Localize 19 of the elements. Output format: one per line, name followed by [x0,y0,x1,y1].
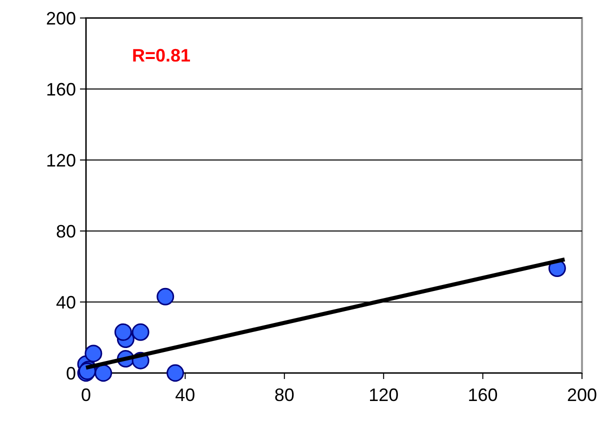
y-tick-label: 40 [56,292,76,312]
x-tick-label: 80 [274,385,294,405]
point [166,364,184,382]
y-tick-label: 80 [56,221,76,242]
point [84,344,102,362]
x-tick-label: 0 [80,385,92,405]
x-tick-label: 200 [566,385,598,405]
annotation: R=0.81 [132,45,191,66]
y-tick-label: 200 [46,8,76,28]
x-tick-label: 160 [468,385,498,405]
x-tick-label: 120 [368,385,399,405]
point [132,323,150,341]
point [156,288,174,306]
y-tick-label: 120 [46,150,76,170]
y-tick-label: 160 [46,79,76,100]
x-tick-label: 40 [175,385,196,405]
y-tick-label: 0 [66,363,76,384]
point [114,323,132,341]
point [94,364,112,382]
